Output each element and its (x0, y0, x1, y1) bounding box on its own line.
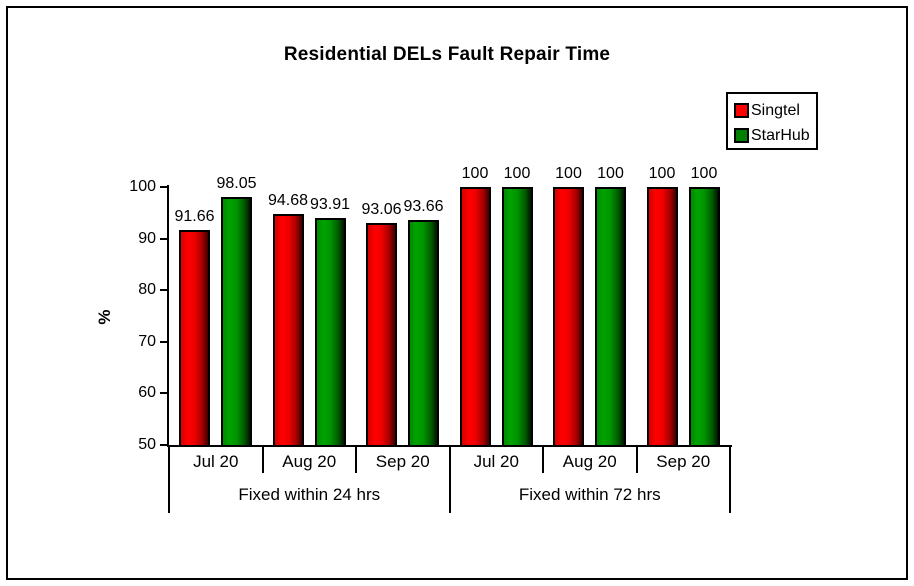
bar-singtel-2 (366, 222, 397, 447)
y-tick-label: 60 (138, 384, 156, 402)
y-tick-mark (160, 444, 167, 446)
bar-singtel-5 (646, 187, 678, 447)
value-label: 98.05 (216, 175, 257, 193)
chart-title: Residential DELs Fault Repair Time (283, 44, 611, 65)
singtel-series-swatch-icon (734, 103, 749, 118)
group-separator (168, 445, 170, 513)
bar-singtel-3 (459, 187, 491, 447)
month-label: Sep 20 (375, 452, 430, 471)
y-tick-label: 100 (129, 178, 156, 195)
value-label: 93.06 (361, 200, 402, 218)
value-label: 100 (648, 165, 676, 182)
y-tick-mark (160, 289, 167, 292)
value-label: 93.91 (309, 196, 351, 214)
month-label: Jul 20 (473, 452, 519, 471)
bar-starhub-0 (221, 197, 252, 447)
value-label: 100 (503, 165, 531, 182)
legend-label-starhub: StarHub (751, 126, 810, 144)
y-tick-label: 50 (138, 436, 156, 453)
month-label: Aug 20 (282, 452, 337, 471)
y-tick-label: 90 (138, 229, 156, 247)
month-label: Jul 20 (193, 452, 239, 471)
bar-starhub-2 (408, 219, 439, 447)
y-tick-mark (160, 392, 167, 395)
y-tick-mark (160, 340, 167, 343)
value-label: 100 (555, 165, 582, 182)
bar-singtel-4 (553, 187, 584, 447)
value-label: 100 (690, 165, 718, 182)
group-separator (448, 445, 451, 513)
starhub-series-swatch-icon (734, 128, 749, 143)
y-axis-line (167, 185, 169, 447)
month-label: Sep 20 (656, 452, 711, 471)
value-label: 100 (461, 165, 489, 182)
group-label: Fixed within 72 hrs (518, 485, 661, 504)
bar-starhub-3 (501, 187, 533, 447)
month-separator (635, 445, 638, 473)
value-label: 91.66 (174, 208, 215, 226)
group-label: Fixed within 24 hrs (238, 485, 381, 504)
y-tick-label: 70 (138, 332, 156, 350)
legend-item-singtel: Singtel (734, 98, 816, 123)
value-label: 100 (597, 165, 624, 182)
month-separator (261, 445, 264, 473)
chart-border-frame (6, 6, 908, 580)
y-tick-mark (160, 186, 167, 188)
month-label: Aug 20 (562, 452, 617, 471)
month-separator (542, 445, 544, 473)
bar-starhub-4 (595, 187, 626, 447)
month-separator (355, 445, 357, 473)
y-tick-label: 80 (138, 281, 156, 299)
value-label: 93.66 (403, 197, 444, 215)
y-tick-mark (160, 237, 167, 240)
legend-box: Singtel StarHub (726, 92, 818, 150)
bar-singtel-1 (272, 214, 304, 447)
group-separator (729, 445, 731, 513)
legend-label-singtel: Singtel (751, 101, 800, 119)
bar-singtel-0 (179, 230, 210, 447)
value-label: 94.68 (267, 192, 309, 210)
legend-item-starhub: StarHub (734, 123, 816, 148)
bar-starhub-5 (688, 187, 720, 447)
bar-starhub-1 (314, 218, 346, 447)
